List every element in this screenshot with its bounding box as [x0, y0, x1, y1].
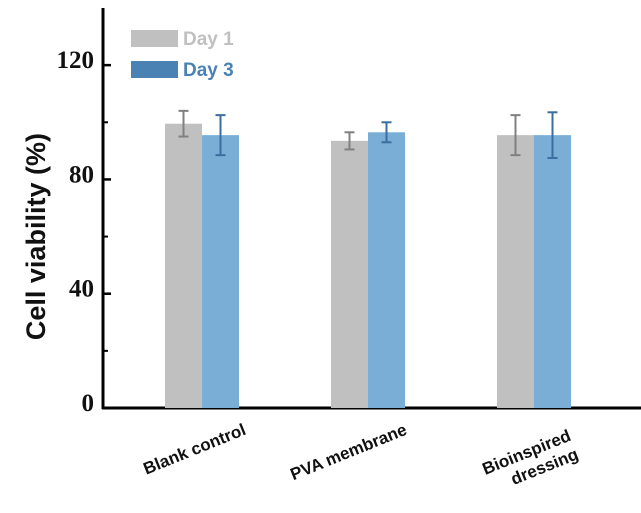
legend-swatch — [131, 30, 178, 47]
bar-day-3-0 — [202, 135, 239, 408]
error-bars — [178, 109, 558, 159]
y-tick-label: 120 — [57, 47, 95, 74]
bar-day-3-2 — [534, 135, 571, 408]
y-tick-label: 40 — [69, 276, 94, 303]
category-label: PVA membrane — [288, 420, 410, 484]
category-label-line: Blank control — [141, 420, 249, 478]
y-tick-label: 80 — [69, 161, 94, 188]
legend: Day 1 Day 3 — [131, 29, 234, 81]
y-tick-label: 0 — [82, 390, 95, 417]
category-labels: Blank control PVA membrane Bioinspireddres… — [141, 420, 581, 497]
category-label: Bioinspireddressing — [480, 426, 581, 497]
legend-swatch — [131, 61, 178, 78]
category-label-line: PVA membrane — [288, 420, 410, 484]
bars — [165, 123, 571, 409]
y-ticks: 0 40 80 120 — [57, 47, 111, 417]
category-label: Blank control — [141, 420, 249, 478]
bar-day-1-0 — [165, 123, 202, 408]
legend-label: Day 3 — [183, 60, 234, 81]
legend-label: Day 1 — [183, 29, 234, 50]
bar-day-3-1 — [368, 132, 405, 409]
bar-day-1-2 — [497, 135, 534, 408]
y-axis-label: Cell viability (%) — [21, 133, 51, 340]
bar-day-1-1 — [331, 140, 368, 408]
